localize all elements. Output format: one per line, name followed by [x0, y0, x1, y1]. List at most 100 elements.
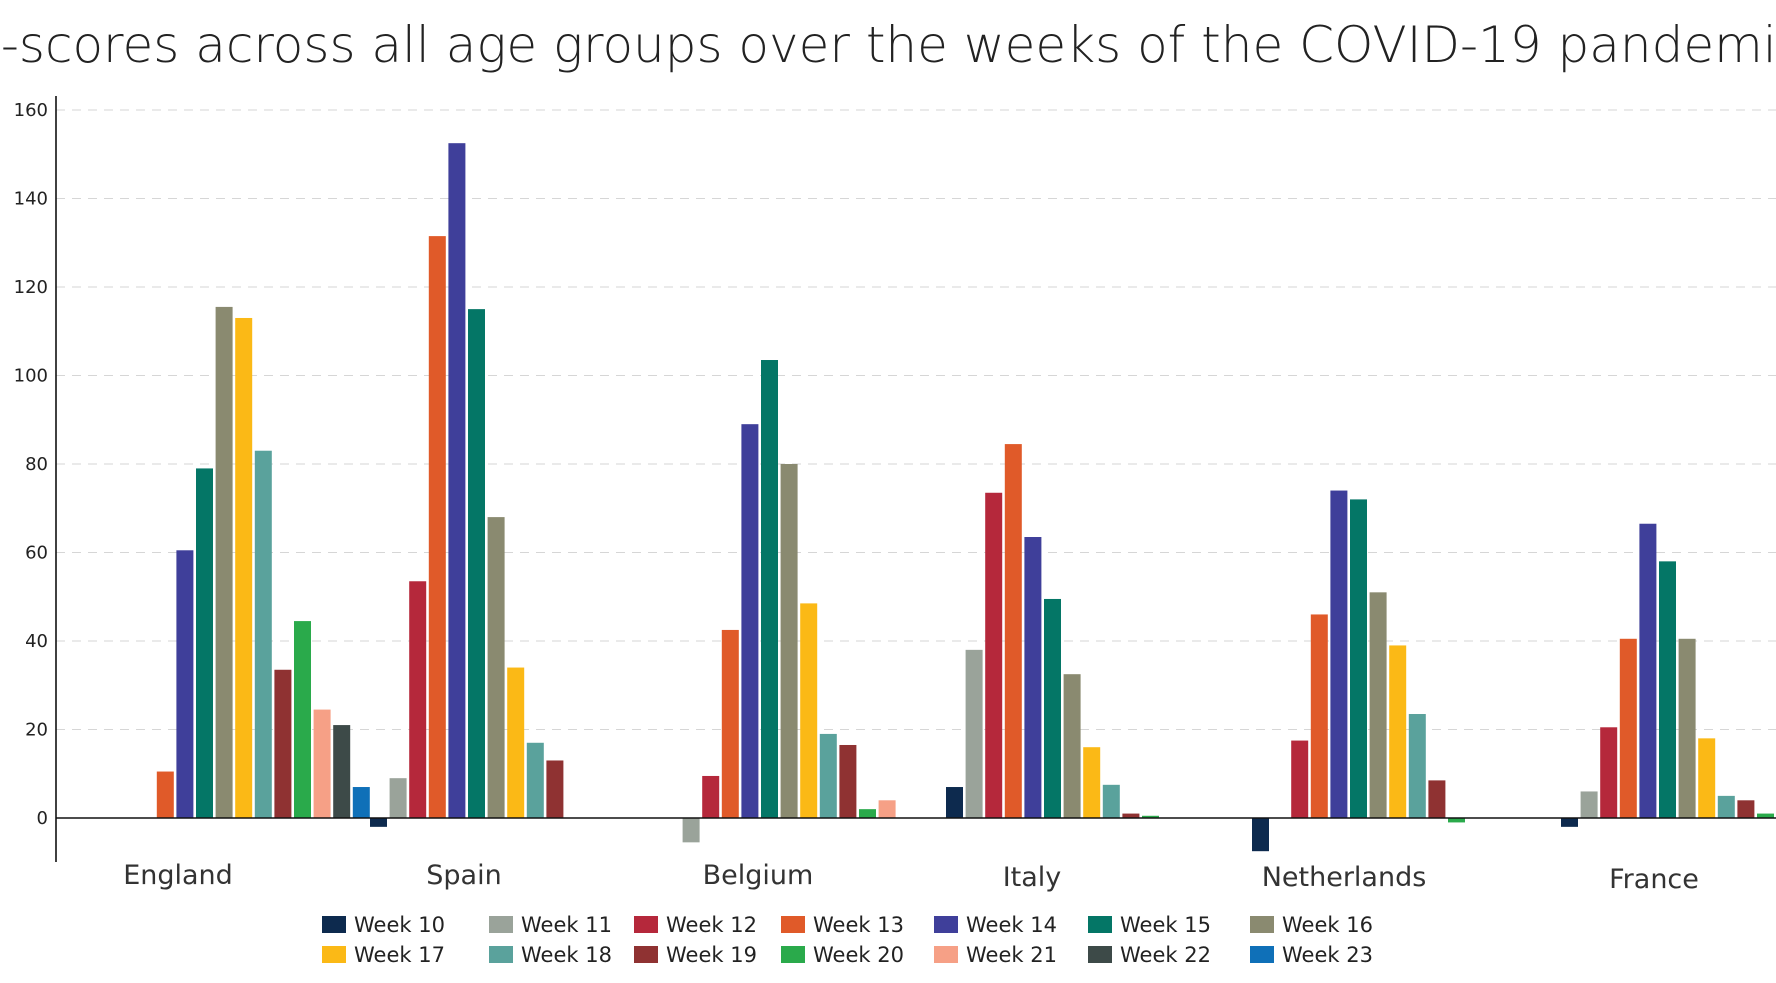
- bar-france-week-18: [1717, 795, 1735, 818]
- bar-italy-week-10: [946, 787, 963, 818]
- y-tick-label: 140: [14, 189, 48, 210]
- bar-belgium-week-18: [819, 733, 837, 818]
- legend-label: Week 10: [354, 913, 445, 937]
- bar-italy-week-18: [1102, 784, 1120, 818]
- legend-swatch: [489, 916, 513, 933]
- chart-title: P-scores across all age groups over the …: [0, 16, 1776, 74]
- legend-swatch: [634, 916, 658, 933]
- bar-italy-week-16: [1063, 674, 1081, 818]
- axes: [55, 96, 1776, 862]
- bars: [156, 143, 1774, 852]
- bar-france-week-14: [1639, 523, 1657, 818]
- bar-belgium-week-16: [780, 464, 798, 818]
- bar-spain-week-14: [448, 143, 466, 818]
- legend-swatch: [781, 916, 805, 933]
- bar-belgium-week-13: [721, 629, 739, 818]
- bar-netherlands-week-19: [1428, 780, 1446, 818]
- x-category-labels: England Spain Belgium Italy Netherlands Franc…: [123, 860, 1699, 895]
- x-category-label: Italy: [1003, 862, 1062, 893]
- bar-italy-week-14: [1024, 537, 1042, 818]
- bar-france-week-20: [1757, 813, 1774, 818]
- bar-england-week-21: [313, 709, 331, 818]
- gridlines: [56, 109, 1776, 730]
- y-tick-label: 60: [25, 543, 48, 564]
- y-tick-label: 100: [14, 366, 48, 387]
- legend-swatch: [1250, 916, 1274, 933]
- bar-belgium-week-20: [859, 809, 876, 818]
- legend-swatch: [489, 946, 513, 963]
- bar-england-week-15: [196, 468, 213, 818]
- bar-italy-week-17: [1083, 747, 1101, 818]
- bar-spain-week-17: [507, 667, 525, 818]
- bar-england-week-16: [215, 306, 233, 818]
- bar-france-week-10: [1561, 818, 1578, 827]
- legend-label: Week 21: [966, 943, 1057, 967]
- bar-belgium-week-15: [761, 360, 778, 818]
- legend-label: Week 13: [813, 913, 904, 937]
- legend-swatch: [1088, 916, 1112, 933]
- bar-spain-week-16: [487, 517, 505, 818]
- bar-spain-week-13: [428, 236, 446, 819]
- bar-france-week-19: [1737, 800, 1755, 818]
- y-tick-label: 120: [14, 277, 48, 298]
- bar-italy-week-12: [985, 492, 1003, 818]
- bar-england-week-20: [294, 621, 311, 818]
- legend-label: Week 14: [966, 913, 1057, 937]
- legend-label: Week 18: [521, 943, 612, 967]
- legend-swatch: [934, 946, 958, 963]
- bar-netherlands-week-17: [1389, 645, 1407, 818]
- bar-netherlands-week-14: [1330, 490, 1348, 818]
- legend-label: Week 11: [521, 913, 612, 937]
- y-tick-label: 40: [25, 631, 48, 652]
- bar-england-week-17: [235, 317, 253, 818]
- bar-belgium-week-21: [878, 800, 896, 818]
- legend-label: Week 22: [1120, 943, 1211, 967]
- bar-netherlands-week-10: [1252, 818, 1269, 852]
- bar-france-week-15: [1659, 561, 1676, 818]
- bar-belgium-week-14: [741, 424, 759, 818]
- bar-spain-week-12: [409, 581, 427, 818]
- legend-swatch: [1088, 946, 1112, 963]
- bar-spain-week-15: [468, 309, 485, 818]
- legend-label: Week 12: [666, 913, 757, 937]
- bar-england-week-22: [333, 725, 351, 818]
- legend-swatch: [1250, 946, 1274, 963]
- y-tick-label: 20: [25, 720, 48, 741]
- bar-italy-week-20: [1142, 815, 1159, 818]
- bar-spain-week-19: [546, 760, 564, 818]
- bar-spain-week-10: [370, 818, 387, 827]
- bar-france-week-17: [1698, 738, 1716, 818]
- legend-swatch: [634, 946, 658, 963]
- bar-belgium-week-12: [702, 775, 720, 818]
- y-tick-label: 0: [37, 808, 48, 829]
- legend-swatch: [781, 946, 805, 963]
- x-category-label: England: [123, 860, 233, 891]
- bar-netherlands-week-13: [1310, 614, 1328, 818]
- bar-spain-week-11: [389, 778, 407, 818]
- x-category-label: Belgium: [703, 860, 814, 891]
- bar-france-week-13: [1619, 638, 1637, 818]
- bar-netherlands-week-15: [1350, 499, 1367, 818]
- bar-italy-week-11: [965, 649, 983, 818]
- y-tick-labels: 0 20 40 60 80 100 120 140 160: [14, 100, 48, 829]
- bar-spain-week-18: [526, 742, 544, 818]
- legend-label: Week 16: [1282, 913, 1373, 937]
- bar-england-week-13: [156, 771, 174, 818]
- legend-swatch: [322, 946, 346, 963]
- bar-england-week-18: [254, 450, 272, 818]
- legend-label: Week 20: [813, 943, 904, 967]
- legend: Week 10 Week 11 Week 12 Week 13 Week 14 Week …: [322, 913, 1373, 967]
- bar-netherlands-week-20: [1448, 818, 1465, 823]
- x-category-label: Netherlands: [1262, 862, 1427, 893]
- bar-italy-week-15: [1044, 598, 1061, 818]
- bar-england-week-23: [352, 787, 370, 818]
- bar-england-week-19: [274, 669, 292, 818]
- bar-belgium-week-11: [682, 818, 700, 843]
- legend-label: Week 15: [1120, 913, 1211, 937]
- legend-swatch: [322, 916, 346, 933]
- bar-france-week-16: [1678, 638, 1696, 818]
- legend-label: Week 17: [354, 943, 445, 967]
- bar-england-week-14: [176, 550, 194, 818]
- x-category-label: Spain: [426, 860, 501, 891]
